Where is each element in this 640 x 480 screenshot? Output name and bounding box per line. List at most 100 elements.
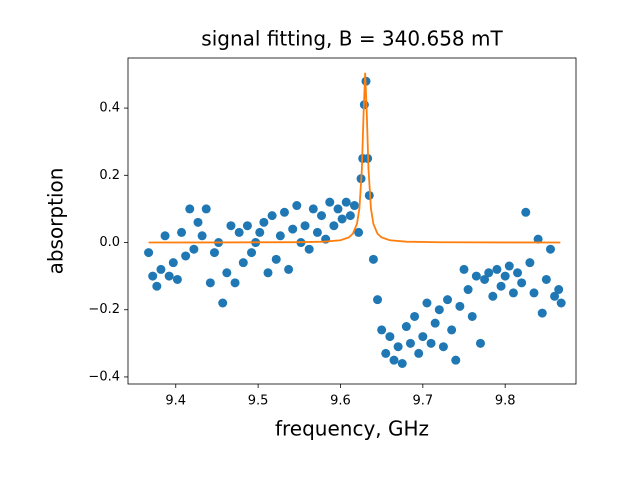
- data-point: [209, 248, 219, 258]
- y-tick-label: 0.2: [99, 168, 120, 183]
- data-point: [267, 211, 277, 221]
- data-point: [430, 318, 440, 328]
- data-point: [368, 254, 378, 264]
- data-point: [177, 227, 187, 237]
- x-tick-label: 9.4: [165, 394, 186, 409]
- data-point: [354, 227, 364, 237]
- data-point: [337, 214, 347, 224]
- data-point: [201, 204, 211, 214]
- data-point: [545, 244, 555, 254]
- data-point: [418, 332, 428, 342]
- data-point: [345, 211, 355, 221]
- data-point: [317, 211, 327, 221]
- data-point: [541, 274, 551, 284]
- data-point: [341, 197, 351, 207]
- data-point: [271, 254, 281, 264]
- fit-line: [148, 72, 561, 244]
- data-point: [475, 338, 485, 348]
- data-point: [312, 227, 322, 237]
- data-point: [393, 342, 403, 352]
- x-tick-label: 9.8: [495, 394, 516, 409]
- data-point: [168, 258, 178, 268]
- data-point: [385, 332, 395, 342]
- data-point: [500, 271, 510, 281]
- data-point: [480, 274, 490, 284]
- plot-frame: [127, 57, 577, 385]
- data-point: [471, 271, 481, 281]
- data-point: [234, 227, 244, 237]
- data-point: [550, 291, 560, 301]
- data-point: [459, 264, 469, 274]
- data-point: [451, 355, 461, 365]
- data-point: [521, 207, 531, 217]
- data-point: [434, 305, 444, 315]
- data-point: [455, 301, 465, 311]
- y-tick-label: 0.4: [99, 101, 120, 116]
- data-point: [504, 261, 514, 271]
- data-point: [513, 268, 523, 278]
- data-point: [381, 348, 391, 358]
- y-axis-label: absorption: [44, 168, 68, 275]
- data-point: [488, 291, 498, 301]
- data-point: [144, 248, 154, 258]
- data-point: [197, 231, 207, 241]
- data-point: [308, 204, 318, 214]
- chart-title: signal fitting, B = 340.658 mT: [201, 27, 503, 51]
- x-tick-label: 9.5: [248, 394, 269, 409]
- data-point: [325, 197, 335, 207]
- x-axis-label: frequency, GHz: [275, 417, 429, 441]
- data-point: [242, 221, 252, 231]
- data-point: [193, 217, 203, 227]
- data-point: [288, 224, 298, 234]
- data-point: [156, 264, 166, 274]
- data-point: [284, 264, 294, 274]
- data-point: [537, 308, 547, 318]
- data-point: [238, 258, 248, 268]
- x-tick-label: 9.6: [330, 394, 351, 409]
- y-tick-label: 0.0: [99, 235, 120, 250]
- data-point: [160, 231, 170, 241]
- data-point: [181, 251, 191, 261]
- data-point: [533, 234, 543, 244]
- data-point: [255, 227, 265, 237]
- data-point: [443, 295, 453, 305]
- data-point: [333, 204, 343, 214]
- data-point: [185, 204, 195, 214]
- x-tick-label: 9.7: [412, 394, 433, 409]
- data-point: [525, 258, 535, 268]
- data-point: [164, 271, 174, 281]
- data-point: [148, 271, 158, 281]
- data-point: [152, 281, 162, 291]
- data-point: [329, 221, 339, 231]
- data-point: [554, 285, 564, 295]
- data-point: [467, 311, 477, 321]
- data-point: [259, 217, 269, 227]
- data-point: [389, 355, 399, 365]
- data-point: [373, 295, 383, 305]
- data-point: [279, 207, 289, 217]
- y-tick-label: −0.4: [88, 369, 120, 384]
- data-point: [222, 268, 232, 278]
- data-point: [556, 298, 566, 308]
- data-point: [405, 338, 415, 348]
- y-tick-label: −0.2: [88, 302, 120, 317]
- data-point: [463, 285, 473, 295]
- data-point: [377, 325, 387, 335]
- data-point: [349, 201, 359, 211]
- data-point: [492, 264, 502, 274]
- data-point: [426, 338, 436, 348]
- data-point: [517, 278, 527, 288]
- data-point: [484, 268, 494, 278]
- data-point: [447, 325, 457, 335]
- data-point: [422, 298, 432, 308]
- data-point: [300, 221, 310, 231]
- data-point: [189, 244, 199, 254]
- data-point: [304, 244, 314, 254]
- data-point: [410, 311, 420, 321]
- data-point: [401, 322, 411, 332]
- data-point: [414, 348, 424, 358]
- data-point: [529, 288, 539, 298]
- data-point: [292, 201, 302, 211]
- data-point: [230, 278, 240, 288]
